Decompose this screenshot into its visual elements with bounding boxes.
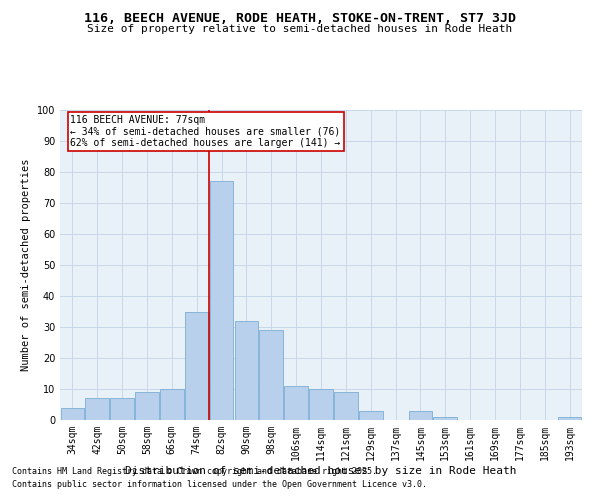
Y-axis label: Number of semi-detached properties: Number of semi-detached properties bbox=[21, 159, 31, 371]
Bar bbox=[235, 321, 258, 420]
Bar bbox=[409, 410, 432, 420]
Bar bbox=[433, 417, 457, 420]
Bar bbox=[135, 392, 159, 420]
Text: 116 BEECH AVENUE: 77sqm
← 34% of semi-detached houses are smaller (76)
62% of se: 116 BEECH AVENUE: 77sqm ← 34% of semi-de… bbox=[70, 114, 341, 148]
Bar bbox=[334, 392, 358, 420]
Bar bbox=[210, 182, 233, 420]
Bar bbox=[110, 398, 134, 420]
Bar bbox=[61, 408, 84, 420]
Text: Contains public sector information licensed under the Open Government Licence v3: Contains public sector information licen… bbox=[12, 480, 427, 489]
Bar bbox=[185, 312, 209, 420]
Bar bbox=[259, 330, 283, 420]
X-axis label: Distribution of semi-detached houses by size in Rode Heath: Distribution of semi-detached houses by … bbox=[125, 466, 517, 475]
Text: Size of property relative to semi-detached houses in Rode Heath: Size of property relative to semi-detach… bbox=[88, 24, 512, 34]
Bar bbox=[160, 389, 184, 420]
Text: 116, BEECH AVENUE, RODE HEATH, STOKE-ON-TRENT, ST7 3JD: 116, BEECH AVENUE, RODE HEATH, STOKE-ON-… bbox=[84, 12, 516, 26]
Bar bbox=[558, 417, 581, 420]
Bar bbox=[85, 398, 109, 420]
Bar bbox=[309, 389, 333, 420]
Bar bbox=[359, 410, 383, 420]
Bar bbox=[284, 386, 308, 420]
Text: Contains HM Land Registry data © Crown copyright and database right 2025.: Contains HM Land Registry data © Crown c… bbox=[12, 467, 377, 476]
